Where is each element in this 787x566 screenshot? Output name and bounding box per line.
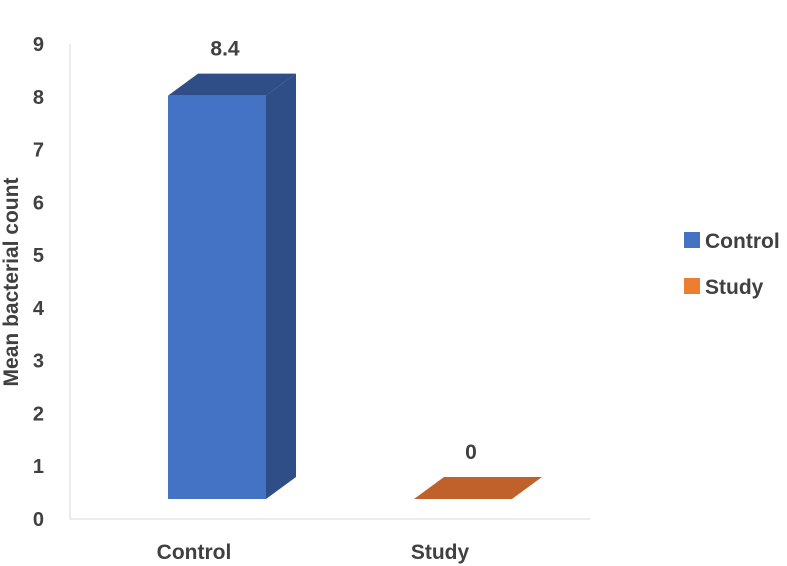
x-tick-label: Control xyxy=(157,541,232,564)
data-label: 0 xyxy=(465,441,477,464)
bar-top-face xyxy=(168,73,296,96)
bar-side-face xyxy=(266,73,296,500)
bar-front-face xyxy=(168,95,266,500)
legend-item: Study xyxy=(684,276,764,299)
legend: Control Study xyxy=(684,230,780,299)
y-tick-label: 6 xyxy=(33,192,44,214)
y-tick-label: 5 xyxy=(33,245,44,267)
y-axis-title: Mean bacterial count xyxy=(0,178,23,387)
data-labels: 8.40 xyxy=(210,38,476,464)
y-tick-label: 1 xyxy=(33,456,44,478)
bar-top-face xyxy=(414,477,542,499)
bars xyxy=(168,73,542,500)
legend-item: Control xyxy=(684,230,780,253)
chart-axes xyxy=(69,44,590,520)
bar-control xyxy=(168,73,296,500)
y-tick-label: 7 xyxy=(33,140,44,162)
y-tick-labels: 0 1 2 3 4 5 6 7 8 9 xyxy=(33,34,45,531)
y-tick-label: 3 xyxy=(33,351,44,373)
y-tick-label: 4 xyxy=(33,298,45,320)
data-label: 8.4 xyxy=(210,38,240,61)
y-tick-label: 9 xyxy=(33,34,44,56)
bar-study xyxy=(414,477,542,499)
legend-label: Study xyxy=(705,276,764,299)
legend-swatch xyxy=(684,278,700,294)
y-tick-label: 0 xyxy=(33,509,44,531)
y-tick-label: 2 xyxy=(33,403,44,425)
legend-swatch xyxy=(684,232,700,248)
x-tick-labels: Control Study xyxy=(157,541,470,564)
x-tick-label: Study xyxy=(411,541,470,564)
y-tick-label: 8 xyxy=(33,87,44,109)
legend-label: Control xyxy=(705,230,780,253)
